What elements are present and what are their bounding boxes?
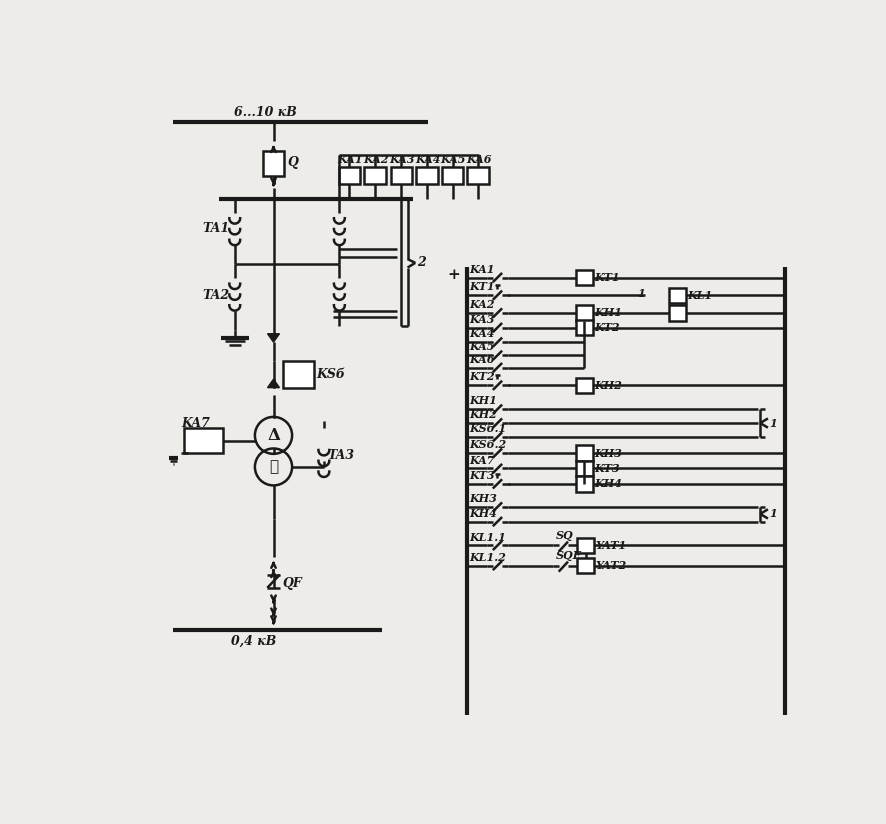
Text: KT2: KT2 bbox=[469, 372, 494, 382]
Text: KH3: KH3 bbox=[469, 493, 497, 504]
Text: TA1: TA1 bbox=[202, 222, 229, 235]
Text: KA4: KA4 bbox=[415, 154, 440, 165]
Text: TA2: TA2 bbox=[202, 288, 229, 302]
Text: KA6: KA6 bbox=[466, 154, 492, 165]
Text: KT2: KT2 bbox=[595, 322, 620, 333]
Text: KH4: KH4 bbox=[469, 508, 497, 518]
Bar bbox=[416, 166, 438, 184]
Text: KA5: KA5 bbox=[469, 341, 494, 353]
Text: KL1.2: KL1.2 bbox=[469, 551, 506, 563]
Bar bbox=[391, 166, 412, 184]
Text: KT1: KT1 bbox=[595, 272, 620, 283]
Text: KH4: KH4 bbox=[595, 479, 622, 489]
Bar bbox=[576, 446, 593, 461]
Text: KA7: KA7 bbox=[469, 455, 494, 466]
Text: KH2: KH2 bbox=[595, 380, 622, 391]
Text: +: + bbox=[447, 269, 460, 283]
Text: KH1: KH1 bbox=[595, 307, 622, 318]
Text: YAT1: YAT1 bbox=[596, 540, 627, 551]
Bar bbox=[576, 476, 593, 492]
Text: SQF: SQF bbox=[556, 550, 581, 561]
Text: KA7: KA7 bbox=[182, 417, 210, 429]
Polygon shape bbox=[268, 334, 279, 342]
Text: 0,4 кВ: 0,4 кВ bbox=[231, 634, 276, 648]
Text: 1: 1 bbox=[770, 418, 777, 428]
Text: KA5: KA5 bbox=[440, 154, 466, 165]
Text: KA6: KA6 bbox=[469, 353, 494, 365]
Text: YAT2: YAT2 bbox=[596, 560, 627, 571]
Text: KL1.1: KL1.1 bbox=[469, 531, 506, 542]
Bar bbox=[467, 166, 489, 184]
Text: TA3: TA3 bbox=[328, 449, 355, 462]
Text: Δ: Δ bbox=[267, 427, 280, 444]
Bar bbox=[576, 377, 593, 393]
Bar bbox=[184, 428, 223, 453]
Text: KH3: KH3 bbox=[595, 447, 622, 459]
Text: KSб.2: KSб.2 bbox=[469, 439, 506, 450]
Bar bbox=[283, 361, 314, 387]
Text: KT1: KT1 bbox=[469, 281, 494, 293]
Text: KA4: KA4 bbox=[469, 328, 494, 339]
Bar bbox=[578, 538, 595, 553]
Text: SQ: SQ bbox=[556, 530, 573, 541]
Bar bbox=[669, 288, 686, 303]
Bar bbox=[578, 558, 595, 574]
Bar bbox=[669, 305, 686, 321]
Text: KT3: KT3 bbox=[595, 463, 620, 474]
Text: KH2: KH2 bbox=[469, 409, 497, 420]
Bar bbox=[364, 166, 386, 184]
Bar bbox=[576, 461, 593, 476]
Text: KA2: KA2 bbox=[363, 154, 389, 165]
Polygon shape bbox=[268, 379, 279, 387]
Bar bbox=[262, 152, 284, 176]
Text: 6...10 кВ: 6...10 кВ bbox=[234, 106, 297, 119]
Text: ✶: ✶ bbox=[269, 460, 278, 474]
Text: QF: QF bbox=[283, 578, 302, 591]
Bar bbox=[338, 166, 361, 184]
Text: KSб: KSб bbox=[316, 368, 345, 381]
Bar bbox=[576, 269, 593, 285]
Bar bbox=[576, 305, 593, 321]
Text: KH1: KH1 bbox=[469, 396, 497, 406]
Text: KA1: KA1 bbox=[338, 154, 363, 165]
Text: 1: 1 bbox=[770, 508, 777, 519]
Text: KA2: KA2 bbox=[469, 299, 494, 310]
Text: KA3: KA3 bbox=[390, 154, 415, 165]
Text: KA1: KA1 bbox=[469, 264, 494, 274]
Text: KL1: KL1 bbox=[688, 290, 712, 301]
Text: KA3: KA3 bbox=[469, 314, 494, 325]
Text: 2: 2 bbox=[417, 256, 425, 269]
Text: KT3: KT3 bbox=[469, 470, 494, 481]
Bar bbox=[442, 166, 463, 184]
Text: KSб.1: KSб.1 bbox=[469, 423, 506, 434]
Bar bbox=[576, 320, 593, 335]
Text: Q: Q bbox=[287, 157, 299, 169]
Text: 1: 1 bbox=[638, 288, 646, 299]
